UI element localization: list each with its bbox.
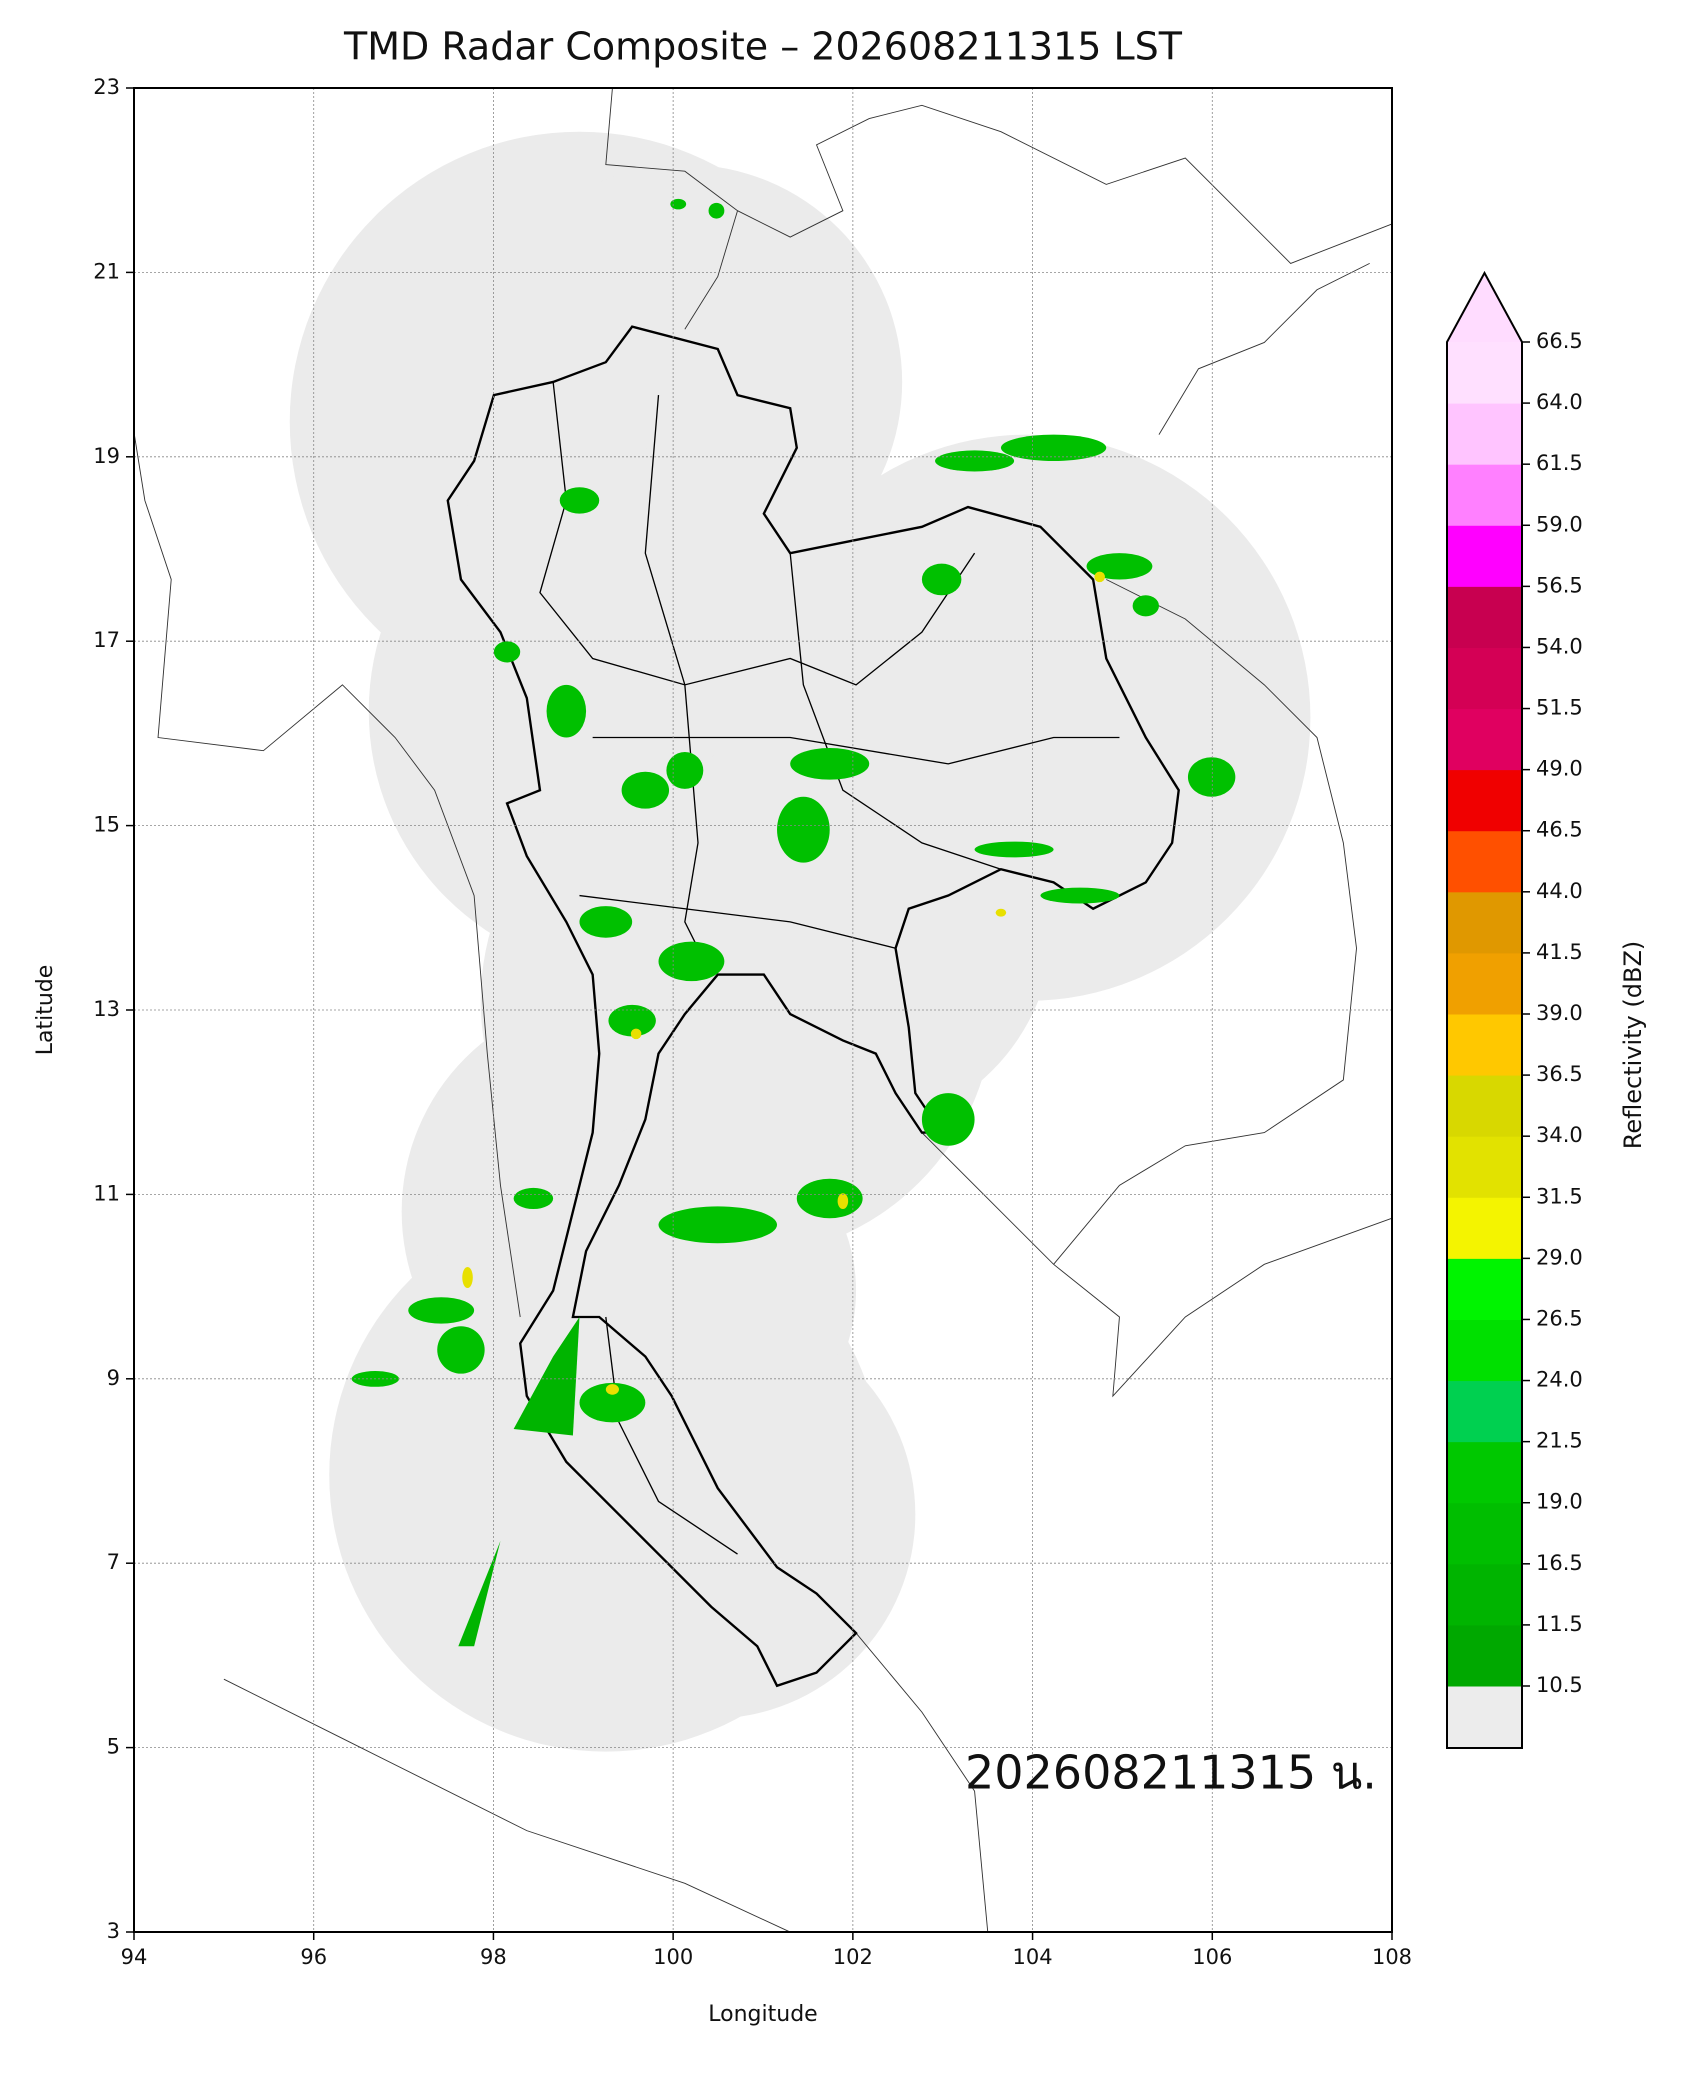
y-tick-label: 21 [93,259,120,283]
y-tick-label: 7 [107,1550,120,1574]
radar-coverage [289,131,1311,1752]
colorbar-tick-label: 16.5 [1536,1551,1583,1575]
colorbar-band [1447,647,1522,710]
colorbar-tick-label: 44.0 [1536,879,1583,903]
annotation: 202608211315 น. [965,1746,1377,1800]
x-tick-label: 102 [833,1945,873,1969]
colorbar-band [1447,403,1522,465]
x-tick-label: 108 [1372,1945,1412,1969]
colorbar-band [1447,1624,1522,1687]
colorbar-band [1447,342,1522,404]
country-outline [446,325,1180,1688]
colorbar-tick-label: 29.0 [1536,1245,1583,1269]
colorbar-band [1447,525,1522,587]
colorbar-label: Reflectivity (dBZ) [1619,941,1647,1150]
y-tick-label: 15 [93,813,120,837]
x-tick-label: 104 [1013,1945,1053,1969]
colorbar-tick-label: 26.5 [1536,1306,1583,1330]
colorbar-tick-label: 46.5 [1536,818,1583,842]
colorbar-tick-label: 56.5 [1536,573,1583,597]
colorbar-tick-label: 31.5 [1536,1184,1583,1208]
colorbar-tick-label: 34.0 [1536,1123,1583,1147]
x-tick-label: 96 [300,1945,327,1969]
y-tick-label: 19 [93,444,120,468]
x-axis-label: Longitude [708,2002,817,2027]
colorbar-tick-label: 59.0 [1536,512,1583,536]
colorbar-tick-label: 21.5 [1536,1429,1583,1453]
colorbar-tick-label: 11.5 [1536,1612,1583,1636]
y-tick-label: 17 [93,628,120,652]
colorbar-tick-label: 64.0 [1536,390,1583,414]
y-tick-label: 13 [93,997,120,1021]
colorbar-band [1447,1075,1522,1137]
mask [1392,0,1432,2070]
colorbar-band [1447,1136,1522,1198]
colorbar-tick-label: 49.0 [1536,757,1583,781]
y-tick-label: 23 [93,75,120,99]
colorbar-tick-label: 66.5 [1536,329,1583,353]
colorbar-band [1447,586,1522,648]
colorbar-band [1447,952,1522,1015]
x-tick-label: 94 [121,1945,148,1969]
x-tick-label: 106 [1192,1945,1232,1969]
x-tick-label: 100 [653,1945,693,1969]
colorbar-band [1447,464,1522,526]
colorbar-tick-label: 54.0 [1536,634,1583,658]
y-tick-label: 11 [93,1181,120,1205]
colorbar-band [1447,1319,1522,1382]
colorbar-band [1447,830,1522,893]
colorbar-band [1447,1441,1522,1504]
y-tick-label: 3 [107,1919,120,1943]
colorbar-band [1447,1258,1522,1320]
radar-echoes [351,198,1236,1647]
colorbar-band [1447,708,1522,771]
colorbar-under [1447,1686,1522,1748]
colorbar-band [1447,1502,1522,1565]
colorbar-tick-label: 19.0 [1536,1490,1583,1514]
colorbar-band [1447,769,1522,832]
colorbar-band [1447,1380,1522,1443]
colorbar-band [1447,1014,1522,1076]
coastlines [133,88,1393,1933]
colorbar-tick-label: 39.0 [1536,1001,1583,1025]
y-axis-label: Latitude [33,965,58,1056]
colorbar-tick-label: 51.5 [1536,696,1583,720]
colorbar-tick-label: 41.5 [1536,940,1583,964]
colorbar-band [1447,1563,1522,1626]
colorbar-band [1447,891,1522,954]
chart-title: TMD Radar Composite – 202608211315 LST [343,25,1183,69]
y-tick-label: 5 [107,1735,120,1759]
colorbar-tick-label: 24.0 [1536,1368,1583,1392]
colorbar-tick-label: 10.5 [1536,1673,1583,1697]
map-layer [133,88,1393,1933]
colorbar-extend [1447,273,1522,342]
x-tick-label: 98 [480,1945,507,1969]
colorbar-tick-label: 36.5 [1536,1062,1583,1086]
y-tick-label: 9 [107,1366,120,1390]
plot-frame [133,87,1393,1933]
colorbar-band [1447,1197,1522,1259]
colorbar-tick-label: 61.5 [1536,451,1583,475]
